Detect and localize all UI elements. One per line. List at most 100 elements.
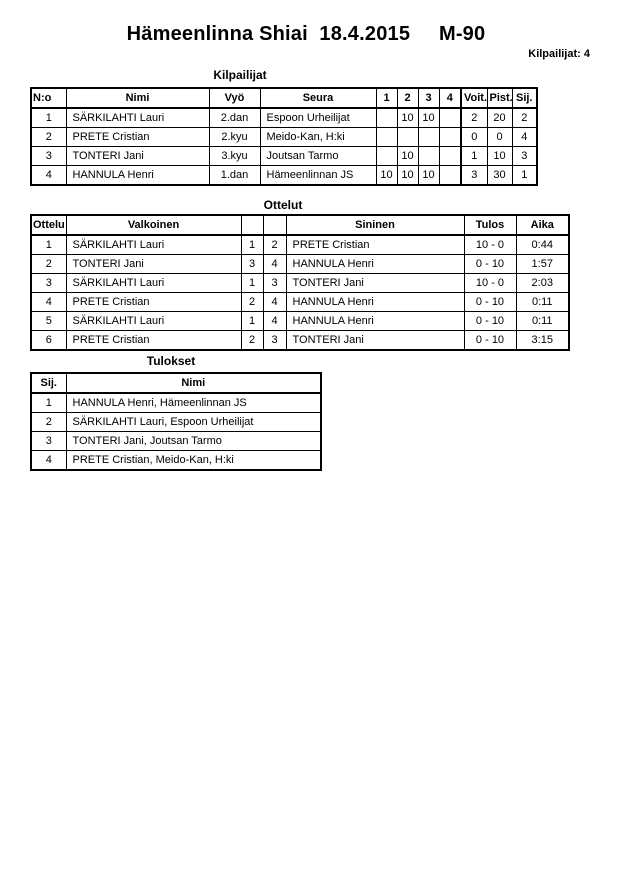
cell-white-name: SÄRKILAHTI Lauri	[65, 311, 242, 331]
header-time: Aika	[515, 214, 570, 236]
cell-place: 2	[30, 412, 67, 432]
header-blue: Sininen	[285, 214, 465, 236]
cell-name: SÄRKILAHTI Lauri, Espoon Urheilijat	[65, 412, 322, 432]
cell-round-1: 10	[375, 165, 398, 186]
cell-points: 10	[486, 146, 513, 166]
header-club: Seura	[259, 87, 377, 109]
cell-match-no: 5	[30, 311, 67, 331]
results-table: Sij. Nimi 1 HANNULA Henri, Hämeenlinnan …	[30, 372, 322, 471]
cell-white-name: SÄRKILAHTI Lauri	[65, 273, 242, 293]
cell-time: 0:11	[515, 311, 570, 331]
header-place: Sij.	[511, 87, 538, 109]
table-row: 5 SÄRKILAHTI Lauri 1 4 HANNULA Henri 0 -…	[30, 311, 570, 331]
cell-match-no: 3	[30, 273, 67, 293]
cell-score: 0 - 10	[463, 292, 517, 312]
cell-name: PRETE Cristian, Meido-Kan, H:ki	[65, 450, 322, 471]
table-row: 4 PRETE Cristian, Meido-Kan, H:ki	[30, 450, 322, 471]
cell-place: 3	[30, 431, 67, 451]
results-header-row: Sij. Nimi	[30, 372, 322, 394]
cell-score: 0 - 10	[463, 330, 517, 351]
cell-club: Meido-Kan, H:ki	[259, 127, 377, 147]
cell-name: PRETE Cristian	[65, 127, 210, 147]
cell-blue-no: 4	[262, 254, 287, 274]
cell-blue-name: PRETE Cristian	[285, 234, 465, 255]
header-round-4: 4	[438, 87, 462, 109]
table-row: 3 SÄRKILAHTI Lauri 1 3 TONTERI Jani 10 -…	[30, 273, 570, 293]
cell-white-no: 1	[240, 234, 264, 255]
cell-time: 0:11	[515, 292, 570, 312]
cell-belt: 2.dan	[208, 107, 261, 128]
header-belt: Vyö	[208, 87, 261, 109]
cell-score: 10 - 0	[463, 234, 517, 255]
table-row: 3 TONTERI Jani, Joutsan Tarmo	[30, 431, 322, 451]
cell-round-4	[438, 127, 462, 147]
header-white: Valkoinen	[65, 214, 242, 236]
header-points: Pist.	[486, 87, 513, 109]
cell-no: 1	[30, 107, 67, 128]
cell-white-name: PRETE Cristian	[65, 292, 242, 312]
header-round-1: 1	[375, 87, 398, 109]
cell-round-3: 10	[417, 107, 440, 128]
cell-round-4	[438, 146, 462, 166]
cell-round-2	[396, 127, 419, 147]
cell-blue-name: TONTERI Jani	[285, 273, 465, 293]
cell-blue-no: 4	[262, 311, 287, 331]
matches-table: Ottelu Valkoinen Sininen Tulos Aika 1 SÄ…	[30, 214, 570, 351]
cell-club: Espoon Urheilijat	[259, 107, 377, 128]
header-score: Tulos	[463, 214, 517, 236]
cell-white-name: TONTERI Jani	[65, 254, 242, 274]
cell-white-no: 2	[240, 292, 264, 312]
cell-points: 30	[486, 165, 513, 186]
cell-round-3	[417, 146, 440, 166]
cell-belt: 1.dan	[208, 165, 261, 186]
cell-match-no: 6	[30, 330, 67, 351]
competitors-count-label: Kilpailijat: 4	[528, 48, 590, 60]
competitors-caption: Kilpailijat	[213, 68, 267, 82]
cell-time: 2:03	[515, 273, 570, 293]
cell-place: 3	[511, 146, 538, 166]
cell-white-no: 1	[240, 311, 264, 331]
header-round-2: 2	[396, 87, 419, 109]
cell-wins: 3	[460, 165, 488, 186]
cell-blue-name: HANNULA Henri	[285, 292, 465, 312]
header-name: Nimi	[65, 87, 210, 109]
cell-blue-no: 2	[262, 234, 287, 255]
cell-white-name: SÄRKILAHTI Lauri	[65, 234, 242, 255]
matches-caption: Ottelut	[263, 198, 303, 212]
table-row: 3 TONTERI Jani 3.kyu Joutsan Tarmo 10 1 …	[30, 146, 538, 166]
cell-match-no: 4	[30, 292, 67, 312]
cell-time: 0:44	[515, 234, 570, 255]
cell-name: TONTERI Jani, Joutsan Tarmo	[65, 431, 322, 451]
cell-points: 0	[486, 127, 513, 147]
header-white-no	[240, 214, 264, 236]
cell-wins: 1	[460, 146, 488, 166]
cell-round-3: 10	[417, 165, 440, 186]
cell-round-4	[438, 165, 462, 186]
cell-place: 1	[30, 392, 67, 413]
cell-belt: 3.kyu	[208, 146, 261, 166]
cell-white-no: 3	[240, 254, 264, 274]
table-row: 1 SÄRKILAHTI Lauri 1 2 PRETE Cristian 10…	[30, 234, 570, 255]
cell-place: 4	[30, 450, 67, 471]
cell-blue-name: HANNULA Henri	[285, 254, 465, 274]
table-row: 4 PRETE Cristian 2 4 HANNULA Henri 0 - 1…	[30, 292, 570, 312]
cell-score: 0 - 10	[463, 311, 517, 331]
cell-name: HANNULA Henri	[65, 165, 210, 186]
cell-match-no: 1	[30, 234, 67, 255]
cell-white-name: PRETE Cristian	[65, 330, 242, 351]
cell-place: 2	[511, 107, 538, 128]
table-row: 2 TONTERI Jani 3 4 HANNULA Henri 0 - 10 …	[30, 254, 570, 274]
cell-round-2: 10	[396, 165, 419, 186]
cell-time: 3:15	[515, 330, 570, 351]
cell-belt: 2.kyu	[208, 127, 261, 147]
cell-wins: 2	[460, 107, 488, 128]
cell-name: TONTERI Jani	[65, 146, 210, 166]
cell-score: 10 - 0	[463, 273, 517, 293]
cell-round-4	[438, 107, 462, 128]
table-row: 1 HANNULA Henri, Hämeenlinnan JS	[30, 392, 322, 413]
table-row: 2 PRETE Cristian 2.kyu Meido-Kan, H:ki 0…	[30, 127, 538, 147]
competitors-table: N:o Nimi Vyö Seura 1 2 3 4 Voit. Pist. S…	[30, 87, 538, 186]
cell-name: HANNULA Henri, Hämeenlinnan JS	[65, 392, 322, 413]
matches-header-row: Ottelu Valkoinen Sininen Tulos Aika	[30, 214, 570, 236]
header-blue-no	[262, 214, 287, 236]
